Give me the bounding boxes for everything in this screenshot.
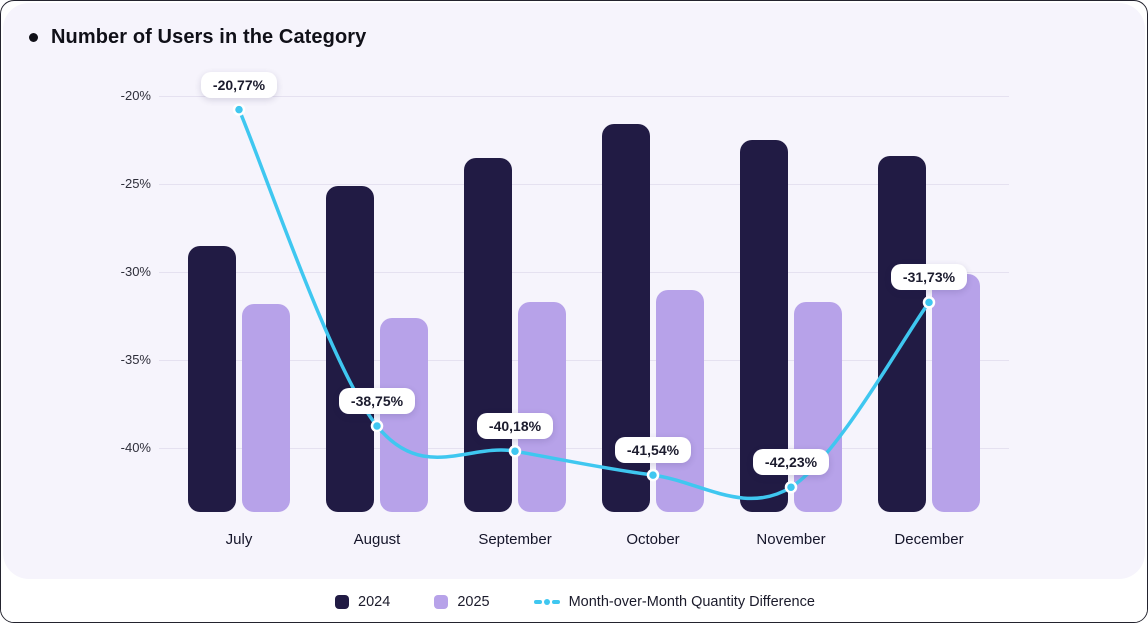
bar-2024-july[interactable] (188, 245, 236, 512)
line-value-label-september: -40,18% (477, 413, 553, 440)
chart-legend: 2024 2025 Month-over-Month Quantity Diff… (1, 579, 1147, 622)
y-axis-tick-label: -30% (120, 264, 151, 279)
x-axis-label-july: July (225, 531, 253, 548)
legend-label-2024: 2024 (358, 593, 391, 610)
bar-2025-november[interactable] (794, 301, 842, 512)
bar-2025-october[interactable] (656, 289, 704, 512)
bar-2025-december[interactable] (932, 273, 980, 512)
legend-item-2025[interactable]: 2025 (434, 593, 490, 610)
line-value-label-july: -20,77% (201, 71, 277, 98)
chart-plot-area: -20% -25% -30% -35% -40% July August September O… (1, 1, 1147, 577)
bar-2024-august[interactable] (326, 185, 374, 512)
legend-item-line[interactable]: Month-over-Month Quantity Difference (533, 593, 815, 610)
y-axis-tick-label: -20% (120, 88, 151, 103)
chart-title: Number of Users in the Category (51, 26, 367, 48)
legend-swatch-2024-icon (335, 594, 350, 609)
title-bullet-icon (29, 33, 38, 42)
line-value-label-october: -41,54% (615, 437, 691, 464)
line-value-label-november: -42,23% (753, 449, 829, 476)
x-axis-label-november: November (756, 531, 826, 548)
y-axis-tick-label: -40% (120, 440, 151, 455)
bar-2025-september[interactable] (518, 301, 566, 512)
y-axis-tick-label: -25% (120, 176, 151, 191)
gridline--20% (159, 96, 1009, 97)
line-value-label-august: -38,75% (339, 388, 415, 414)
x-axis-label-august: August (353, 531, 401, 548)
bar-2025-july[interactable] (242, 303, 290, 512)
x-axis-label-october: October (626, 531, 680, 548)
legend-item-2024[interactable]: 2024 (335, 594, 390, 610)
y-axis-tick-label: -35% (120, 352, 151, 367)
bar-2024-december[interactable] (878, 155, 926, 512)
legend-swatch-2025-icon (434, 594, 449, 609)
legend-label-2025: 2025 (457, 593, 490, 610)
legend-label-line: Month-over-Month Quantity Difference (568, 593, 815, 610)
legend-dashed-line-icon (533, 598, 560, 605)
bar-2025-august[interactable] (380, 317, 428, 512)
chart-header: Number of Users in the Category (29, 26, 366, 49)
bar-2024-september[interactable] (464, 157, 512, 512)
line-point-july[interactable] (232, 103, 246, 116)
x-axis-label-september: September (478, 531, 552, 548)
line-value-label-december: -31,73% (891, 264, 967, 291)
x-axis-label-december: December (894, 531, 964, 548)
